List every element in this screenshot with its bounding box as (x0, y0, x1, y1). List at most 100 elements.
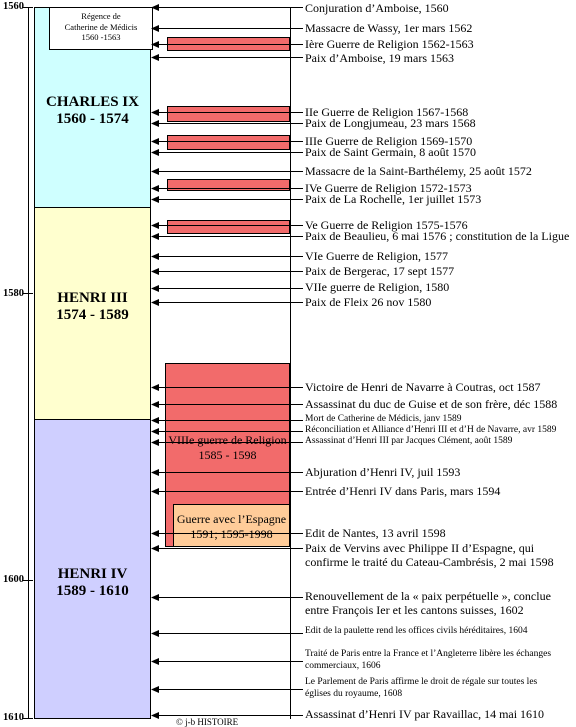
arrow-head (151, 686, 159, 693)
event-line: Assassinat d’Henri III par Jacques Cléme… (305, 436, 513, 446)
regence-title: Régence de (81, 11, 121, 21)
axis-tick (23, 7, 33, 8)
event-arrow (151, 384, 303, 391)
arrow-head (151, 222, 159, 229)
events-axis (290, 7, 291, 719)
axis-tick (23, 718, 33, 719)
event-arrow (151, 594, 303, 601)
war-bar-3 (167, 135, 290, 150)
event-arrow (151, 185, 303, 192)
regence-dates: 1560 -1563 (81, 32, 121, 42)
event-line: Paix de Fleix 26 nov 1580 (305, 295, 432, 309)
event-line: IIe Guerre de Religion 1567-1568 (305, 105, 469, 119)
event-line: Renouvellement de la « paix perpétuelle … (305, 589, 551, 603)
event-arrow (151, 253, 303, 260)
event-line: Conjuration d’Amboise, 1560 (305, 1, 449, 15)
arrow-head (151, 4, 159, 11)
reign-dates: 1589 - 1610 (56, 583, 129, 599)
event-line: Paix de La Rochelle, 1er juillet 1573 (305, 192, 482, 206)
event-line: Edit de Nantes, 13 avril 1598 (305, 526, 446, 540)
year-label-1580: 1580 (3, 288, 24, 299)
event-line: Massacre de Wassy, 1er mars 1562 (305, 21, 473, 35)
event-line: Paix d’Amboise, 19 mars 1563 (305, 51, 454, 65)
event-label: Paix de La Rochelle, 1er juillet 1573 (305, 192, 481, 206)
event-line: Abjuration d’Henri IV, juil 1593 (305, 465, 461, 479)
event-label: Traité de Paris entre la France et l’Ang… (305, 649, 551, 672)
arrow-head (151, 41, 159, 48)
event-arrow (151, 138, 303, 145)
event-line: Réconciliation et Alliance d’Henri III e… (305, 425, 557, 435)
arrow-head (151, 149, 159, 156)
war-bar-2 (167, 106, 290, 122)
reign-dates: 1574 - 1589 (56, 307, 129, 323)
event-arrow (151, 285, 303, 292)
event-line: Mort de Catherine de Médicis, janv 1589 (305, 414, 462, 424)
arrow-head (151, 488, 159, 495)
event-label: Paix de Bergerac, 17 sept 1577 (305, 264, 454, 278)
event-label: Edit de Nantes, 13 avril 1598 (305, 526, 446, 540)
event-line: VIIe guerre de Religion, 1580 (305, 280, 450, 294)
event-label: VIe Guerre de Religion, 1577 (305, 249, 448, 263)
event-label: Conjuration d’Amboise, 1560 (305, 1, 449, 15)
event-label: Ve Guerre de Religion 1575-1576 (305, 218, 468, 232)
reign-name: HENRI III (57, 290, 128, 306)
arrow-head (151, 545, 159, 552)
event-label: Assassinat du duc de Guise et de son frè… (305, 397, 557, 411)
event-arrow (151, 268, 303, 275)
event-arrow (151, 712, 303, 719)
year-label-1600: 1600 (3, 574, 24, 585)
event-label: Paix de Vervins avec Philippe II d’Espag… (305, 541, 554, 569)
event-arrow (151, 120, 303, 127)
event-label: Paix de Longjumeau, 23 mars 1568 (305, 116, 476, 130)
event-line: Entrée d’Henri IV dans Paris, mars 1594 (305, 484, 501, 498)
event-arrow (151, 428, 303, 435)
arrow-head (151, 168, 159, 175)
event-line: Ve Guerre de Religion 1575-1576 (305, 218, 468, 232)
regence-box: Régence de Catherine de Médicis 1560 -15… (49, 7, 153, 50)
arrow-head (151, 712, 159, 719)
event-label: Renouvellement de la « paix perpétuelle … (305, 589, 551, 617)
time-axis (28, 7, 29, 719)
event-label: Paix de Saint Germain, 8 août 1570 (305, 145, 476, 159)
event-arrow (151, 233, 303, 240)
arrow-head (151, 658, 159, 665)
event-line: Assassinat du duc de Guise et de son frè… (305, 397, 558, 411)
event-line: Paix de Bergerac, 17 sept 1577 (305, 264, 455, 278)
event-label: IIIe Guerre de Religion 1569-1570 (305, 134, 472, 148)
event-line: confirme le traité du Cateau-Cambrésis, … (305, 555, 554, 569)
event-arrow (151, 417, 303, 424)
event-arrow (151, 658, 303, 665)
arrow-head (151, 233, 159, 240)
arrow-head (151, 384, 159, 391)
event-arrow (151, 222, 303, 229)
event-label: Assassinat d’Henri III par Jacques Cléme… (305, 436, 512, 448)
event-label: Edit de la paulette rend les offices civ… (305, 626, 527, 638)
event-line: Assassinat d’Henri IV par Ravaillac, 14 … (305, 707, 545, 721)
event-label: Le Parlement de Paris affirme le droit d… (305, 677, 537, 700)
event-line: Paix de Saint Germain, 8 août 1570 (305, 145, 476, 159)
war-bar-5 (167, 220, 290, 234)
axis-tick (23, 580, 33, 581)
axis-tick (23, 293, 33, 294)
event-arrow (151, 4, 303, 11)
event-arrow (151, 401, 303, 408)
arrow-head (151, 630, 159, 637)
event-label: Ière Guerre de Religion 1562-1563 (305, 37, 474, 51)
arrow-head (151, 253, 159, 260)
spain-war-box: Guerre avec l’Espagne 1591; 1595-1998 (173, 504, 290, 547)
event-line: Paix de Longjumeau, 23 mars 1568 (305, 116, 476, 130)
event-arrow (151, 488, 303, 495)
event-line: Traité de Paris entre la France et l’Ang… (305, 649, 552, 659)
war-8-title: VIIIe guerre de Religion (168, 433, 287, 447)
arrow-head (151, 594, 159, 601)
event-arrow (151, 686, 303, 693)
event-arrow (151, 109, 303, 116)
event-label: IVe Guerre de Religion 1572-1573 (305, 181, 472, 195)
reign-henri-iv: HENRI IV 1589 - 1610 (34, 419, 151, 719)
arrow-head (151, 196, 159, 203)
event-label: Abjuration d’Henri IV, juil 1593 (305, 465, 460, 479)
event-arrow (151, 630, 303, 637)
reign-name: HENRI IV (57, 566, 128, 582)
event-label: Victoire de Henri de Navarre à Coutras, … (305, 380, 541, 394)
